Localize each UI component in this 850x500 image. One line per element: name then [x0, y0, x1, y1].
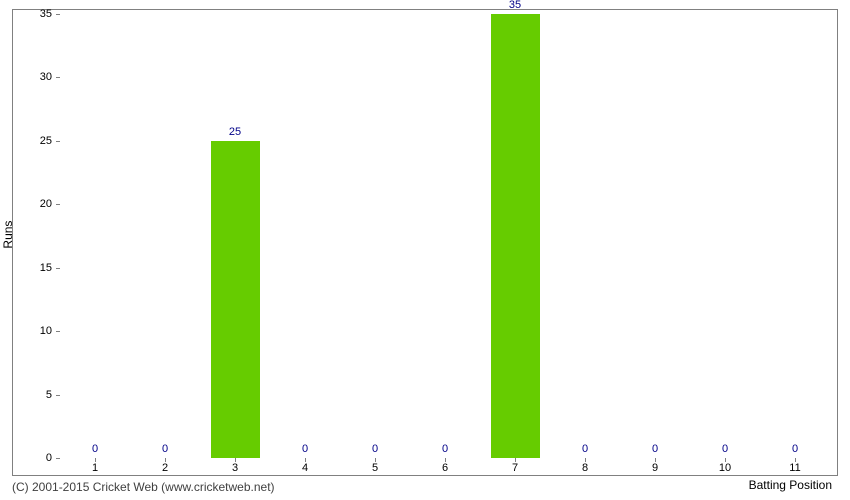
x-tick-mark [445, 458, 446, 462]
x-tick-label: 3 [232, 462, 238, 474]
y-tick-label: 10 [40, 325, 52, 337]
y-tick-label: 15 [40, 262, 52, 274]
copyright-text: (C) 2001-2015 Cricket Web (www.cricketwe… [12, 480, 275, 494]
x-tick-label: 4 [302, 462, 308, 474]
bar-value-label: 25 [229, 126, 241, 138]
x-tick-label: 2 [162, 462, 168, 474]
bar-value-label: 0 [722, 443, 728, 455]
x-tick-mark [95, 458, 96, 462]
bar-value-label: 0 [652, 443, 658, 455]
x-tick-mark [235, 458, 236, 462]
bar-value-label: 0 [792, 443, 798, 455]
y-axis-title: Runs [1, 221, 15, 249]
y-tick-label: 0 [46, 452, 52, 464]
y-tick-label: 20 [40, 198, 52, 210]
y-tick-label: 25 [40, 135, 52, 147]
y-tick-label: 30 [40, 71, 52, 83]
y-tick-label: 5 [46, 389, 52, 401]
bar-value-label: 0 [442, 443, 448, 455]
bar [211, 141, 260, 458]
x-tick-mark [655, 458, 656, 462]
y-tick-label: 35 [40, 8, 52, 20]
x-tick-label: 9 [652, 462, 658, 474]
bar-value-label: 0 [162, 443, 168, 455]
x-tick-label: 1 [92, 462, 98, 474]
plot-area: 0025000350000 [60, 14, 830, 458]
x-tick-mark [585, 458, 586, 462]
x-tick-mark [515, 458, 516, 462]
bar-value-label: 0 [582, 443, 588, 455]
x-tick-label: 7 [512, 462, 518, 474]
x-tick-label: 8 [582, 462, 588, 474]
bar-value-label: 0 [372, 443, 378, 455]
x-tick-label: 5 [372, 462, 378, 474]
chart-container: Runs 0 5 10 15 20 25 30 35 0 0 25 0 0 0 35 0 0 0 0 1 2 3 4 5 6… [0, 0, 850, 500]
x-tick-mark [725, 458, 726, 462]
bar-value-label: 0 [92, 443, 98, 455]
x-tick-mark [795, 458, 796, 462]
x-tick-label: 6 [442, 462, 448, 474]
x-tick-mark [375, 458, 376, 462]
x-tick-label: 10 [719, 462, 731, 474]
x-tick-mark [165, 458, 166, 462]
bar-value-label: 0 [302, 443, 308, 455]
y-tick-mark [56, 458, 60, 459]
bar-value-label: 35 [509, 0, 521, 11]
x-axis-title: Batting Position [749, 478, 832, 492]
x-tick-mark [305, 458, 306, 462]
x-tick-label: 11 [789, 462, 800, 474]
bar [491, 14, 540, 458]
